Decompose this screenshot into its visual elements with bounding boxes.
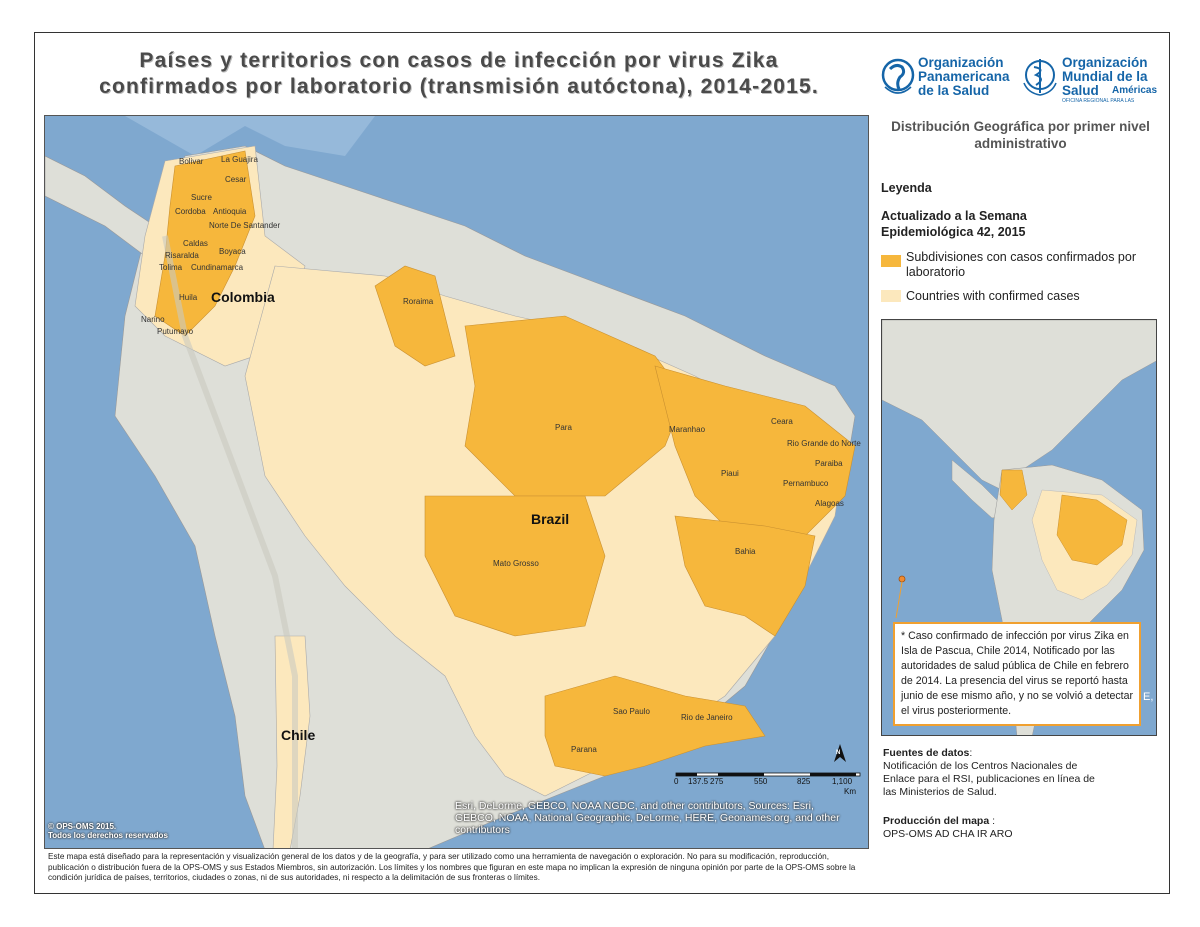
label-boyaca: Boyaca [219,247,246,256]
label-norte-santander: Norte De Santander [209,221,280,230]
scale-unit: Km [844,787,856,796]
brazil-mato-grosso[interactable] [424,495,606,637]
label-bahia: Bahia [735,547,756,556]
label-parana: Parana [571,745,597,754]
sources-heading-row: Fuentes de datos: [883,747,1163,760]
label-antioquia: Antioquia [213,207,247,216]
sources-panel: Fuentes de datos: Notificación de los Ce… [883,747,1163,841]
legend-label-subdivisions: Subdivisiones con casos confirmados por … [906,250,1136,279]
label-mato-grosso: Mato Grosso [493,559,539,568]
copyright: © OPS-OMS 2015. Todos los derechos reser… [48,822,168,840]
label-la-guajira: La Guajira [221,155,258,164]
logos: Organización Panamericana de la Salud Or… [880,52,1160,104]
scale-label-1: 137.5 [688,777,709,786]
caribbean-sea [45,116,375,156]
legend-label-countries: Countries with confirmed cases [906,289,1080,303]
brazil-bahia[interactable] [674,515,816,637]
sources-text: Notificación de los Centros Nacionales d… [883,760,1095,798]
title-line-1: Países y territorios con casos de infecc… [139,49,779,72]
label-risaralda: Risaralda [165,251,199,260]
label-putumayo: Putumayo [157,327,194,336]
scale-bar: 0 137.5 275 550 825 1,100 Km [672,772,872,802]
label-caldas: Caldas [183,239,208,248]
legend-swatch-countries [881,290,901,302]
legend-swatch-subdivisions [881,255,901,267]
production-heading-row: Producción del mapa : [883,815,1163,828]
scale-label-0: 0 [674,777,679,786]
paho-logo-icon [881,58,915,94]
main-map-svg: Colombia Brazil Chile Bolivar La Guajira… [45,116,868,848]
label-bolivar: Bolivar [179,157,204,166]
production-text: OPS-OMS AD CHA IR ARO [883,828,1013,840]
label-cesar: Cesar [225,175,247,184]
label-piaui: Piaui [721,469,739,478]
label-paraiba: Paraiba [815,459,843,468]
sources-heading-colon: : [969,747,973,759]
inset-easter-island-marker [898,575,906,583]
who-name: Organización Mundial de la Salud [1062,55,1148,98]
brazil-southeast[interactable] [544,675,766,777]
label-chile: Chile [281,727,315,743]
copyright-line-1: © OPS-OMS 2015. [48,822,117,831]
north-arrow-icon: N [832,742,848,769]
map-credit: Esri, DeLorme, GEBCO, NOAA NGDC, and oth… [455,800,840,836]
sources-heading: Fuentes de datos [883,747,970,759]
inset-fragment-label: E, [1143,691,1153,703]
label-rio-de-janeiro: Rio de Janeiro [681,713,733,722]
brazil-roraima[interactable] [374,265,456,367]
label-colombia: Colombia [211,289,275,305]
label-huila: Huila [179,293,198,302]
label-alagoas: Alagoas [815,499,844,508]
label-sucre: Sucre [191,193,212,202]
north-label: N [836,750,840,756]
inset-leader-line [895,581,903,619]
updated-week: Actualizado a la Semana Epidemiológica 4… [881,209,1027,239]
title-line-2: confirmados por laboratorio (transmisión… [99,75,819,98]
production-heading: Producción del mapa [883,815,990,827]
inset-colombia [999,469,1028,511]
production-heading-colon: : [989,815,996,827]
paho-name: Organización Panamericana de la Salud [918,55,1010,98]
label-maranhao: Maranhao [669,425,706,434]
scale-label-5: 1,100 [832,777,853,786]
easter-island-note: * Caso confirmado de infección por virus… [893,622,1141,726]
label-roraima: Roraima [403,297,434,306]
disclaimer: Este mapa está diseñado para la represen… [48,852,856,882]
label-sao-paulo: Sao Paulo [613,707,650,716]
legend-title: Leyenda [881,181,932,195]
label-narino: Narino [141,315,165,324]
label-para: Para [555,423,572,432]
label-cundinamarca: Cundinamarca [191,263,244,272]
map-title: Países y territorios con casos de infecc… [44,48,874,100]
andes-relief [162,235,298,848]
label-rio-grande-norte: Rio Grande do Norte [787,439,861,448]
distribution-heading: Distribución Geográfica por primer nivel… [891,119,1150,151]
label-cordoba: Cordoba [175,207,206,216]
label-ceara: Ceara [771,417,793,426]
sources-spacer [883,799,1163,815]
inset-north-america [882,320,1156,491]
scale-label-2: 275 [710,777,724,786]
copyright-line-2: Todos los derechos reservados [48,831,168,840]
who-logo-icon [1023,59,1057,96]
label-brazil: Brazil [531,511,569,527]
main-map[interactable]: Colombia Brazil Chile Bolivar La Guajira… [44,115,869,849]
scale-label-3: 550 [754,777,768,786]
inset-brazil-states [1056,494,1128,566]
scale-label-4: 825 [797,777,811,786]
label-pernambuco: Pernambuco [783,479,829,488]
colombia-departments[interactable] [154,150,256,337]
who-small-text: OFICINA REGIONAL PARA LAS [1062,98,1135,104]
label-tolima: Tolima [159,263,183,272]
brazil-para[interactable] [464,315,686,497]
who-region: Américas [1112,85,1158,96]
